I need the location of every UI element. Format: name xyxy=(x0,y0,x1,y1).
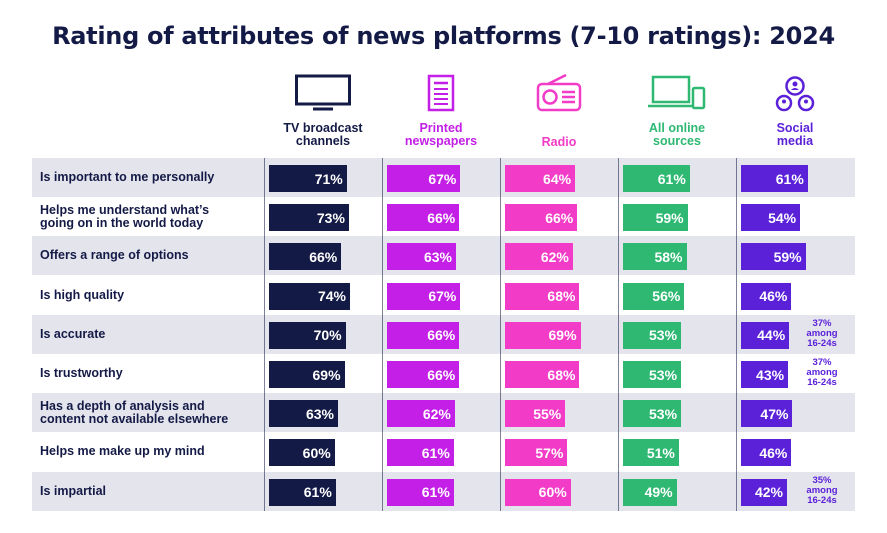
bar: 51% xyxy=(623,439,679,467)
bar: 59% xyxy=(741,243,806,271)
column-divider xyxy=(382,158,383,511)
bar: 46% xyxy=(741,439,792,467)
bar: 55% xyxy=(505,400,566,428)
column-header-tv: TV broadcast channels xyxy=(264,74,382,148)
bar: 64% xyxy=(505,165,576,192)
bar: 62% xyxy=(387,400,455,428)
column-header-newspapers: Printed newspapers xyxy=(382,74,500,148)
column-header-online: All online sources xyxy=(618,74,736,148)
row-label: Is important to me personally xyxy=(40,170,215,184)
column-label-tv: TV broadcast channels xyxy=(283,121,363,148)
bar: 71% xyxy=(269,165,347,192)
annotation-note: 35% among 16-24s xyxy=(806,474,838,506)
bar: 66% xyxy=(269,243,342,271)
bar: 69% xyxy=(269,361,345,388)
bar: 53% xyxy=(623,400,682,428)
bar: 61% xyxy=(741,165,808,192)
bar: 53% xyxy=(623,321,682,349)
bar: 47% xyxy=(741,400,793,428)
bar: 56% xyxy=(623,282,685,310)
bar: 61% xyxy=(269,478,336,506)
bar: 69% xyxy=(505,321,581,349)
column-divider xyxy=(500,158,501,511)
bar: 61% xyxy=(623,165,690,192)
row-label: Is trustworthy xyxy=(40,366,123,380)
row-label: Has a depth of analysis and content not a… xyxy=(40,398,229,426)
table-row: Helps me make up my mind 60% 61% 57% 51% 46% xyxy=(32,432,855,471)
column-header-social: Social media xyxy=(736,74,854,148)
column-label-social: Social media xyxy=(776,121,814,148)
bar: 68% xyxy=(505,361,580,388)
bar: 66% xyxy=(387,361,460,388)
bar: 67% xyxy=(387,165,461,192)
column-header-radio: Radio xyxy=(500,74,618,149)
table-row: Is trustworthy 69% 66% 68% 53% 43% xyxy=(32,354,855,393)
bar: 68% xyxy=(505,282,580,310)
bar: 61% xyxy=(387,439,454,467)
row-label: Helps me make up my mind xyxy=(40,444,205,459)
bar: 61% xyxy=(387,478,454,506)
bar: 60% xyxy=(505,478,571,506)
bar: 63% xyxy=(269,400,338,428)
column-divider xyxy=(618,158,619,511)
bar: 67% xyxy=(387,282,461,310)
row-label: Is high quality xyxy=(40,287,125,302)
row-label: Is accurate xyxy=(40,326,106,341)
column-label-radio: Radio xyxy=(541,135,577,149)
bar: 53% xyxy=(623,361,682,388)
annotation-note: 37% among 16-24s xyxy=(806,357,838,388)
bar: 57% xyxy=(505,439,568,467)
social-network-icon xyxy=(775,76,815,112)
bar: 60% xyxy=(269,439,335,467)
newspaper-icon xyxy=(427,74,455,112)
table-row: Offers a range of options 66% 63% 62% 58% 59% xyxy=(32,236,855,276)
row-label: Helps me understand what’s going on in th… xyxy=(40,202,210,230)
bar: 62% xyxy=(505,243,573,271)
bar: 66% xyxy=(387,321,460,349)
bar: 43% xyxy=(741,361,789,388)
radio-icon xyxy=(536,74,582,112)
table-row: Is accurate 70% 66% 69% 53% 44% xyxy=(32,314,855,354)
bar: 58% xyxy=(623,243,687,271)
column-divider xyxy=(736,158,737,511)
bar: 74% xyxy=(269,282,351,310)
table-row: Is important to me personally 71% 67% 64% 61… xyxy=(32,158,855,197)
bar: 49% xyxy=(623,478,677,506)
table-row: Is impartial 61% 61% 60% 49% 42% xyxy=(32,471,855,511)
table-row: Is high quality 74% 67% 68% 56% 46% xyxy=(32,276,855,315)
bar: 66% xyxy=(505,204,578,232)
bar: 66% xyxy=(387,204,460,232)
bar: 54% xyxy=(741,204,801,232)
column-label-newspapers: Printed newspapers xyxy=(404,121,478,148)
annotation-note: 37% among 16-24s xyxy=(806,317,838,349)
bar: 63% xyxy=(387,243,456,271)
bar: 70% xyxy=(269,321,346,349)
bar: 73% xyxy=(269,204,349,232)
table-row: Has a depth of analysis and content not a… xyxy=(32,393,855,433)
column-divider xyxy=(264,158,265,511)
bar: 46% xyxy=(741,282,792,310)
table-row: Helps me understand what’s going on in th… xyxy=(32,197,855,236)
column-label-online: All online sources xyxy=(648,121,706,148)
laptop-phone-icon xyxy=(648,75,706,110)
bar: 44% xyxy=(741,321,790,349)
tv-icon xyxy=(295,74,351,111)
row-label: Is impartial xyxy=(40,483,106,498)
row-label: Offers a range of options xyxy=(40,248,189,263)
chart-title: Rating of attributes of news platforms (… xyxy=(52,22,835,50)
bar: 59% xyxy=(623,204,688,232)
bar: 42% xyxy=(741,478,787,506)
